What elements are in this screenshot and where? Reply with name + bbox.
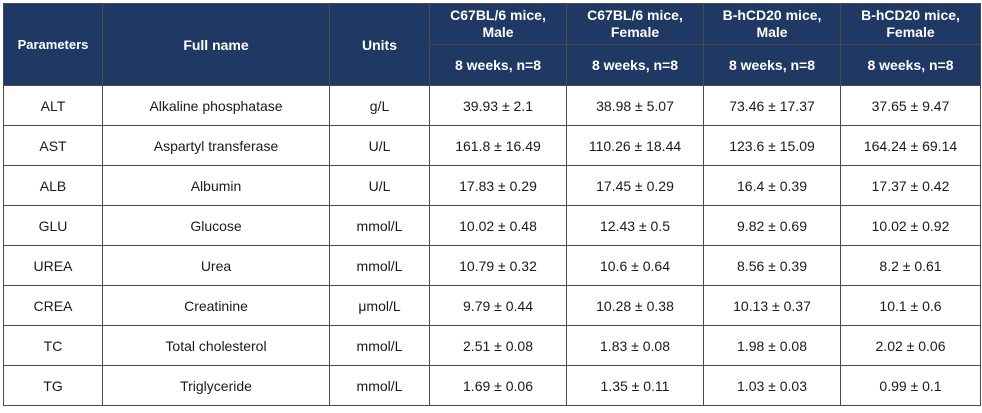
table-row: TG Triglyceride mmol/L 1.69 ± 0.06 1.35 …	[3, 365, 981, 406]
header-subgroup: 8 weeks, n=8	[703, 44, 841, 86]
cell-value: 1.35 ± 0.11	[566, 365, 704, 406]
cell-full-name: Aspartyl transferase	[102, 125, 330, 166]
cell-unit: μmol/L	[329, 285, 430, 326]
cell-parameter: ALT	[3, 85, 103, 126]
cell-parameter: TC	[3, 325, 103, 366]
cell-unit: U/L	[329, 165, 430, 206]
cell-value: 12.43 ± 0.5	[566, 205, 704, 246]
cell-parameter: GLU	[3, 205, 103, 246]
cell-full-name: Glucose	[102, 205, 330, 246]
header-group-strain: B-hCD20 mice,	[861, 7, 960, 23]
cell-value: 39.93 ± 2.1	[429, 85, 567, 126]
cell-parameter: AST	[3, 125, 103, 166]
cell-value: 10.28 ± 0.38	[566, 285, 704, 326]
header-group-c57-male: C67BL/6 mice, Male	[429, 3, 567, 45]
cell-value: 10.79 ± 0.32	[429, 245, 567, 286]
cell-value: 1.98 ± 0.08	[703, 325, 841, 366]
table-row: AST Aspartyl transferase U/L 161.8 ± 16.…	[3, 125, 981, 166]
cell-value: 8.2 ± 0.61	[840, 245, 981, 286]
cell-full-name: Alkaline phosphatase	[102, 85, 330, 126]
cell-full-name: Creatinine	[102, 285, 330, 326]
cell-full-name: Total cholesterol	[102, 325, 330, 366]
cell-value: 10.1 ± 0.6	[840, 285, 981, 326]
cell-value: 10.02 ± 0.48	[429, 205, 567, 246]
cell-value: 110.26 ± 18.44	[566, 125, 704, 166]
header-subgroup: 8 weeks, n=8	[840, 44, 981, 86]
header-row-groups: Parameters Full name Units C67BL/6 mice,…	[3, 3, 981, 86]
cell-full-name: Triglyceride	[102, 365, 330, 406]
cell-full-name: Albumin	[102, 165, 330, 206]
cell-value: 17.83 ± 0.29	[429, 165, 567, 206]
cell-parameter: UREA	[3, 245, 103, 286]
cell-value: 16.4 ± 0.39	[703, 165, 841, 206]
cell-unit: mmol/L	[329, 365, 430, 406]
header-group-hcd20-male: B-hCD20 mice, Male	[703, 3, 841, 45]
cell-value: 9.82 ± 0.69	[703, 205, 841, 246]
cell-value: 10.6 ± 0.64	[566, 245, 704, 286]
header-group-sex: Male	[756, 24, 788, 40]
cell-value: 10.13 ± 0.37	[703, 285, 841, 326]
cell-value: 17.45 ± 0.29	[566, 165, 704, 206]
cell-full-name: Urea	[102, 245, 330, 286]
cell-unit: mmol/L	[329, 245, 430, 286]
cell-value: 1.83 ± 0.08	[566, 325, 704, 366]
cell-value: 1.69 ± 0.06	[429, 365, 567, 406]
cell-unit: U/L	[329, 125, 430, 166]
header-group-sex: Female	[610, 24, 660, 40]
blood-chemistry-table: Parameters Full name Units C67BL/6 mice,…	[3, 3, 981, 406]
cell-value: 123.6 ± 15.09	[703, 125, 841, 166]
cell-value: 0.99 ± 0.1	[840, 365, 981, 406]
cell-value: 2.51 ± 0.08	[429, 325, 567, 366]
cell-value: 10.02 ± 0.92	[840, 205, 981, 246]
header-group-sex: Male	[482, 24, 514, 40]
cell-value: 164.24 ± 69.14	[840, 125, 981, 166]
cell-value: 73.46 ± 17.37	[703, 85, 841, 126]
cell-value: 9.79 ± 0.44	[429, 285, 567, 326]
table-body: ALT Alkaline phosphatase g/L 39.93 ± 2.1…	[3, 85, 981, 406]
header-group-c57-female: C67BL/6 mice, Female	[566, 3, 704, 45]
cell-value: 2.02 ± 0.06	[840, 325, 981, 366]
header-group-hcd20-female: B-hCD20 mice, Female	[840, 3, 981, 45]
header-group-strain: B-hCD20 mice,	[722, 7, 822, 23]
cell-value: 38.98 ± 5.07	[566, 85, 704, 126]
cell-unit: g/L	[329, 85, 430, 126]
table-row: ALB Albumin U/L 17.83 ± 0.29 17.45 ± 0.2…	[3, 165, 981, 206]
cell-unit: mmol/L	[329, 325, 430, 366]
cell-value: 8.56 ± 0.39	[703, 245, 841, 286]
cell-value: 161.8 ± 16.49	[429, 125, 567, 166]
header-row-subgroups: 8 weeks, n=8 8 weeks, n=8 8 weeks, n=8 8…	[4, 44, 981, 86]
header-group-strain: C67BL/6 mice,	[450, 7, 546, 23]
cell-parameter: TG	[3, 365, 103, 406]
cell-value: 1.03 ± 0.03	[703, 365, 841, 406]
cell-parameter: CREA	[3, 285, 103, 326]
cell-value: 17.37 ± 0.42	[840, 165, 981, 206]
header-parameters: Parameters	[3, 3, 103, 86]
cell-value: 37.65 ± 9.47	[840, 85, 981, 126]
header-group-sex: Female	[886, 24, 935, 40]
table-row: GLU Glucose mmol/L 10.02 ± 0.48 12.43 ± …	[3, 205, 981, 246]
table-row: UREA Urea mmol/L 10.79 ± 0.32 10.6 ± 0.6…	[3, 245, 981, 286]
cell-unit: mmol/L	[329, 205, 430, 246]
table-row: ALT Alkaline phosphatase g/L 39.93 ± 2.1…	[3, 85, 981, 126]
header-subgroup: 8 weeks, n=8	[429, 44, 567, 86]
table-row: CREA Creatinine μmol/L 9.79 ± 0.44 10.28…	[3, 285, 981, 326]
table-header: Parameters Full name Units C67BL/6 mice,…	[3, 3, 981, 86]
table-row: TC Total cholesterol mmol/L 2.51 ± 0.08 …	[3, 325, 981, 366]
header-group-strain: C67BL/6 mice,	[587, 7, 683, 23]
header-units: Units	[329, 3, 430, 86]
header-subgroup: 8 weeks, n=8	[566, 44, 704, 86]
header-full-name: Full name	[102, 3, 330, 86]
cell-parameter: ALB	[3, 165, 103, 206]
